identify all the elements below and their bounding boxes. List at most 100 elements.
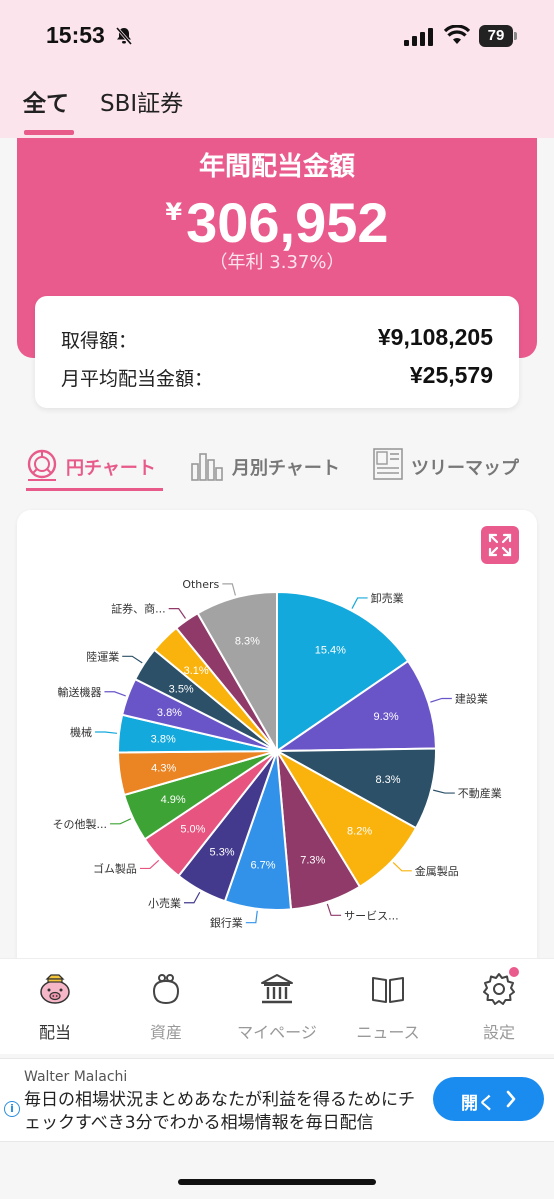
- pie-leader-line: [139, 859, 160, 870]
- pie-leader-line: [183, 891, 201, 904]
- bank-icon: [261, 974, 293, 1004]
- ad-open-button[interactable]: 開く: [433, 1077, 544, 1121]
- pie-slice-name: 卸売業: [371, 591, 404, 605]
- pie-slice-percent: 8.3%: [376, 774, 401, 786]
- pie-slice-percent: 5.0%: [180, 824, 205, 836]
- pie-slice-percent: 9.3%: [374, 711, 399, 723]
- pie-slice-name: 金属製品: [415, 864, 459, 878]
- ad-advertiser: Walter Malachi: [24, 1069, 128, 1085]
- pie-leader-line: [110, 818, 132, 825]
- pie-slice-percent: 3.5%: [169, 683, 194, 695]
- piggy-bank-icon: [40, 974, 70, 1004]
- home-indicator: [178, 1179, 376, 1185]
- nav-settings[interactable]: 設定: [444, 959, 554, 1055]
- pie-slice[interactable]: [273, 659, 437, 753]
- tab-treemap-label: ツリーマップ: [411, 458, 519, 479]
- annual-yield: （年利 3.37%）: [209, 252, 345, 273]
- pie-slice-name: 不動産業: [458, 786, 502, 800]
- bottom-nav: 配当 資産 マイページ ニュース: [0, 958, 554, 1054]
- acquired-value: ¥9,108,205: [377, 324, 493, 350]
- pie-slice-percent: 6.7%: [250, 860, 275, 872]
- nav-mypage-label: マイページ: [237, 1023, 317, 1042]
- active-tab-indicator: [24, 130, 74, 135]
- annual-dividend-panel: 年間配当金額 ¥306,952 （年利 3.37%）: [17, 138, 537, 358]
- pie-leader-line: [351, 597, 368, 609]
- pie-leader-line: [433, 789, 455, 794]
- annual-dividend-title: 年間配当金額: [198, 152, 355, 182]
- pie-slice-name: 小売業: [148, 897, 181, 910]
- chart-tab-indicator: [26, 488, 163, 491]
- pie-leader-line: [222, 583, 236, 596]
- pie-slice-name: 銀行業: [210, 916, 243, 930]
- pie-chart: 15.4% 卸売業 9.3% 建設業 8.3% 不動産業 8.2% 金属製品 7.3% サービス.…: [53, 578, 502, 930]
- pie-leader-line: [95, 731, 118, 734]
- monthly-value: ¥25,579: [409, 362, 493, 388]
- pie-slice-name: Others: [182, 578, 219, 591]
- battery-icon: 79: [479, 25, 517, 47]
- signal-icon: [404, 28, 433, 46]
- expand-icon: [488, 533, 512, 557]
- ad-banner[interactable]: Walter Malachi i 毎日の相場状況まとめあなたが利益を得るためにチ…: [0, 1058, 554, 1142]
- tab-all[interactable]: 全て: [23, 91, 69, 117]
- pie-leader-line: [104, 691, 126, 697]
- chevron-right-icon: [506, 1090, 516, 1108]
- header: 15:53 79 全て SBI証券: [0, 0, 554, 138]
- pie-slice-percent: 3.8%: [151, 733, 176, 745]
- pie-slice-name: サービス...: [344, 909, 399, 922]
- pie-leader-line: [430, 697, 452, 703]
- bar-chart-icon: [191, 453, 223, 481]
- tab-monthly-chart-label: 月別チャート: [232, 458, 340, 479]
- nav-dividend[interactable]: 配当: [0, 959, 110, 1055]
- pie-slice[interactable]: [276, 590, 410, 753]
- pie-leader-line: [326, 903, 342, 916]
- pie-slice-name: 機械: [70, 725, 92, 739]
- gear-icon: [483, 973, 515, 1005]
- pie-slice-percent: 8.3%: [235, 635, 260, 647]
- pie-slice-name: 建設業: [455, 691, 488, 705]
- ad-text: 毎日の相場状況まとめあなたが利益を得るためにチェックすべき3分でわかる相場情報を…: [24, 1090, 415, 1133]
- pie-slice-percent: 7.3%: [300, 855, 325, 867]
- pie-slice-name: 証券、商...: [111, 602, 166, 616]
- annual-dividend-amount: ¥306,952: [17, 190, 537, 255]
- notification-badge: [509, 967, 519, 977]
- nav-settings-label: 設定: [482, 1023, 515, 1042]
- nav-assets[interactable]: 資産: [111, 959, 221, 1055]
- clock: 15:53: [46, 22, 105, 48]
- pie-slice-percent: 15.4%: [315, 645, 346, 657]
- nav-news[interactable]: ニュース: [333, 959, 443, 1055]
- tab-sbi[interactable]: SBI証券: [100, 91, 184, 117]
- pie-leader-line: [168, 608, 187, 619]
- nav-news-label: ニュース: [356, 1023, 420, 1042]
- pie-chart-icon: [27, 449, 57, 481]
- ad-info-icon[interactable]: i: [4, 1101, 20, 1117]
- pie-slice-percent: 4.3%: [151, 763, 176, 775]
- pie-slice-percent: 3.1%: [184, 665, 209, 677]
- annual-dividend-value: 306,952: [186, 191, 389, 254]
- pie-leader-line: [122, 655, 143, 664]
- pie-slice-percent: 5.3%: [210, 846, 235, 858]
- treemap-icon: [373, 448, 403, 480]
- purse-icon: [152, 974, 180, 1005]
- pie-slice-percent: 8.2%: [347, 825, 372, 837]
- wifi-icon: [444, 25, 470, 44]
- pie-slice-percent: 3.8%: [157, 707, 182, 719]
- expand-button[interactable]: [481, 526, 519, 564]
- muted-bell-icon: [115, 27, 133, 45]
- ad-open-label: 開く: [461, 1094, 495, 1114]
- nav-mypage[interactable]: マイページ: [222, 959, 332, 1055]
- pie-slice[interactable]: [196, 590, 278, 755]
- pie-slice-name: その他製...: [53, 817, 108, 831]
- pie-slice-name: 輸送機器: [57, 685, 101, 699]
- book-icon: [372, 977, 404, 1003]
- status-bar: 15:53 79: [0, 0, 554, 70]
- pie-leader-line: [392, 862, 412, 872]
- pie-leader-line: [245, 910, 258, 924]
- pie-slice-name: ゴム製品: [93, 861, 137, 875]
- pie-slice-percent: 4.9%: [161, 794, 186, 806]
- currency-symbol: ¥: [165, 198, 183, 226]
- summary-card: 取得額： ¥9,108,205 月平均配当金額： ¥25,579: [35, 296, 519, 408]
- battery-level: 79: [479, 25, 513, 47]
- tab-pie-chart-label: 円チャート: [66, 458, 156, 479]
- acquired-label: 取得額：: [61, 330, 138, 352]
- nav-dividend-label: 配当: [38, 1023, 71, 1042]
